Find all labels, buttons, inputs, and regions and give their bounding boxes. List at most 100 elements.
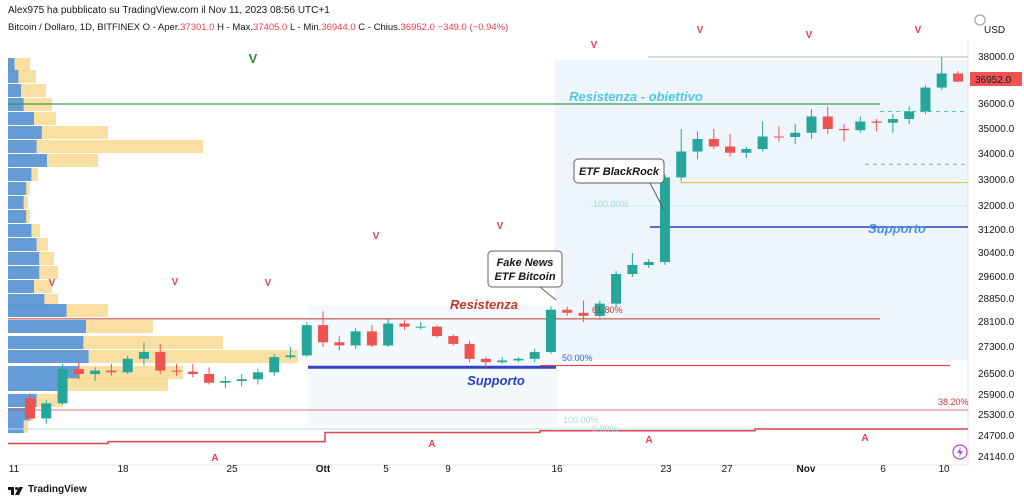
price-tick-label: 24700.0 (978, 431, 1015, 442)
fib-zone-upper (555, 60, 968, 360)
symbol-name[interactable]: Bitcoin / Dollaro, 1D, BITFINEX (8, 22, 140, 33)
candle-body (692, 139, 703, 152)
low-label: L - Min. (289, 22, 322, 33)
candle-body (936, 73, 947, 88)
candle-body (545, 309, 556, 353)
price-tick-label: 30400.0 (978, 248, 1015, 259)
candle-body (676, 151, 687, 178)
candle-body (171, 370, 182, 372)
time-axis: 11 18 25 Ott 5 9 16 23 27 Nov 6 10 (9, 444, 968, 475)
candle-body (415, 326, 426, 328)
time-tick-label: 25 (226, 464, 238, 475)
fib-label: 50.00% (562, 353, 593, 363)
candle-body (252, 372, 263, 380)
fib-label: 100.00% (563, 415, 599, 425)
candle-body (122, 358, 133, 373)
tradingview-logo[interactable]: TradingView (8, 484, 87, 495)
candle-body (871, 121, 882, 123)
candle-body (269, 357, 280, 373)
profile-bar-fg (8, 350, 89, 363)
profile-bar-fg (8, 280, 34, 293)
step-level-line (8, 428, 968, 445)
profile-bar-fg (8, 238, 37, 251)
profile-bar-fg (8, 378, 60, 391)
close-label: C - Chius. (358, 22, 401, 33)
candle-body (236, 379, 247, 381)
profile-bar-fg (8, 224, 32, 237)
time-tick-label: 16 (551, 464, 563, 475)
open-label: O - Aper. (142, 22, 181, 33)
change-value: −349.0 (−0.94%) (437, 22, 509, 33)
candle-body (383, 323, 394, 346)
candle-body (839, 129, 850, 131)
fib-label: 38.20% (938, 397, 969, 407)
signal-marker-a: A (861, 433, 868, 444)
price-tick-label: 36000.0 (978, 99, 1015, 110)
callout-fake-news-line2: ETF Bitcoin (494, 271, 555, 283)
candle-body (513, 358, 524, 361)
profile-bar-fg (8, 126, 42, 139)
current-price-badge[interactable] (970, 72, 1022, 86)
publisher-line: Alex975 ha pubblicato su TradingView.com… (8, 5, 330, 16)
callout-blackrock (573, 158, 665, 184)
time-tick-label: Nov (797, 464, 816, 475)
open-value: 37301.0 (180, 22, 215, 33)
candle-body (318, 325, 329, 343)
candle-body (643, 262, 654, 265)
profile-bar-fg (8, 320, 86, 333)
profile-bar-fg (8, 408, 29, 421)
candle-body (480, 358, 491, 363)
candle-body (904, 111, 915, 119)
profile-bar-fg (8, 366, 80, 379)
candle-body (627, 265, 638, 274)
lightning-icon[interactable] (952, 444, 968, 460)
profile-bar-fg (8, 182, 27, 195)
signal-marker-v: V (591, 40, 598, 51)
price-tick-label: 29600.0 (978, 272, 1015, 283)
profile-bar-fg (8, 84, 21, 97)
candle-body (822, 116, 833, 129)
time-tick-label: 10 (938, 464, 950, 475)
candle-body (920, 87, 931, 112)
gear-icon[interactable] (974, 14, 986, 26)
profile-bar-fg (8, 336, 84, 349)
time-tick-label: 6 (880, 464, 886, 475)
label-support-lower: Supporto (467, 373, 525, 388)
profile-bar-fg (8, 252, 40, 265)
time-tick-label: 11 (9, 464, 20, 475)
price-tick-label: 33000.0 (978, 175, 1015, 186)
price-axis: USD 38000.0 36000.0 35000.0 34000.0 33000.0 32… (970, 14, 1022, 463)
candle-body (611, 274, 622, 304)
signal-marker-v: V (697, 25, 704, 36)
price-tick-label: 25300.0 (978, 410, 1015, 421)
time-tick-label: 5 (383, 464, 389, 475)
signal-marker-v: V (265, 278, 272, 289)
candle-body (757, 136, 768, 149)
candle-body (887, 119, 898, 123)
volume-profile (8, 58, 298, 433)
candle-body (25, 398, 35, 419)
candle-body (366, 331, 377, 346)
price-tick-label: 25900.0 (978, 390, 1015, 401)
candle-body (90, 370, 101, 374)
price-axis-currency: USD (984, 25, 1005, 36)
candle-body (741, 149, 752, 153)
candles (25, 57, 963, 424)
signal-marker-a: A (428, 439, 435, 450)
time-tick-label: 23 (660, 464, 672, 475)
profile-bar-fg (8, 420, 24, 433)
tradingview-logo-icon (8, 486, 23, 495)
signal-marker-v: V (49, 278, 56, 289)
signal-marker-v: V (249, 51, 258, 66)
candle-body (855, 121, 866, 131)
candle-body (659, 177, 670, 262)
candle-body (106, 370, 117, 373)
price-tick-label: 26500.0 (978, 369, 1015, 380)
candle-body (432, 326, 443, 337)
profile-bar-fg (8, 304, 67, 317)
candle-body (497, 360, 508, 363)
profile-bar-fg (8, 140, 37, 153)
candle-body (529, 352, 540, 359)
high-value: 37405.0 (253, 22, 288, 33)
